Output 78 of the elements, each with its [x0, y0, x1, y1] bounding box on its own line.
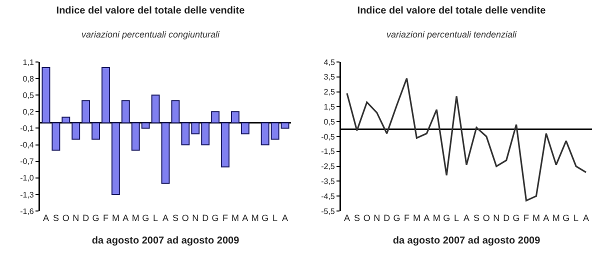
x-tick-label: N — [72, 213, 80, 223]
x-tick-label: O — [482, 213, 490, 223]
y-tick-label: 2,5 — [324, 88, 336, 97]
x-tick-label: M — [112, 213, 120, 223]
chart-title: Indice del valore del totale delle vendite — [56, 6, 246, 17]
x-tick-label: S — [52, 213, 59, 223]
chart-subtitle: variazioni percentuali tendenziali — [386, 29, 518, 40]
x-tick-label: S — [354, 213, 360, 223]
y-tick-label: 0,8 — [22, 74, 34, 84]
x-tick-label: O — [62, 213, 70, 223]
y-tick-label: -2,5 — [321, 162, 336, 172]
x-tick-label: L — [574, 213, 579, 223]
y-tick-label: -4,5 — [321, 192, 336, 201]
x-tick-label: D — [503, 213, 510, 223]
chart-title: Indice del valore del totale delle vendite — [357, 6, 546, 17]
y-tick-label: -5,5 — [321, 206, 336, 216]
x-tick-label: N — [374, 213, 380, 223]
x-tick-label: M — [412, 213, 420, 223]
y-tick-label: 1,5 — [324, 102, 336, 112]
x-tick-label: G — [393, 213, 400, 223]
x-tick-label: G — [142, 213, 150, 223]
x-axis-title: da agosto 2007 ad agosto 2009 — [392, 236, 541, 246]
x-tick-label: A — [282, 213, 288, 223]
x-tick-label: S — [172, 213, 178, 223]
x-tick-label: G — [262, 213, 269, 223]
x-tick-label: G — [562, 213, 570, 223]
x-tick-label: D — [384, 213, 391, 223]
x-tick-label: O — [182, 213, 189, 223]
x-tick-label: A — [583, 213, 590, 223]
x-tick-label: A — [344, 213, 350, 223]
x-tick-label: M — [432, 213, 440, 223]
y-tick-label: -1,5 — [321, 147, 336, 156]
y-tick-label: -1,6 — [20, 206, 34, 216]
x-tick-label: A — [162, 213, 169, 223]
x-tick-label: F — [102, 213, 109, 223]
y-tick-label: 0,2 — [22, 107, 34, 116]
y-tick-label: -1,3 — [20, 190, 34, 200]
y-tick-label: -1,0 — [20, 174, 34, 183]
x-tick-label: A — [42, 213, 49, 223]
line-series — [346, 78, 587, 202]
x-tick-label: N — [493, 213, 500, 223]
x-tick-label: F — [524, 213, 530, 223]
x-tick-label: M — [532, 213, 540, 223]
x-tick-label: G — [92, 213, 100, 223]
y-tick-label: -0,7 — [20, 157, 34, 166]
x-tick-label: G — [212, 213, 219, 223]
y-tick-label: 0,5 — [324, 117, 336, 126]
x-tick-label: M — [251, 213, 259, 223]
x-tick-label: O — [363, 213, 370, 223]
x-tick-label: A — [463, 213, 470, 223]
x-tick-label: L — [454, 213, 460, 223]
y-tick-label: 0,5 — [22, 90, 34, 100]
y-tick-label: 4,5 — [324, 58, 336, 67]
x-tick-label: M — [231, 213, 239, 223]
x-tick-label: S — [473, 213, 480, 223]
x-tick-label: N — [192, 213, 199, 223]
x-tick-label: A — [122, 213, 129, 223]
x-tick-label: D — [202, 213, 210, 223]
x-tick-label: L — [153, 213, 158, 223]
chart-subtitle: variazioni percentuali congiunturali — [81, 29, 221, 40]
y-tick-label: 3,5 — [324, 72, 336, 82]
x-tick-label: A — [424, 213, 430, 223]
x-tick-label: G — [512, 213, 520, 223]
x-tick-label: L — [272, 213, 278, 223]
x-tick-label: M — [552, 213, 560, 223]
x-tick-label: F — [404, 213, 410, 223]
y-tick-label: -0,4 — [20, 140, 34, 150]
x-tick-label: D — [82, 213, 90, 223]
y-tick-label: -0,1 — [20, 124, 34, 134]
x-tick-label: M — [132, 213, 140, 223]
x-tick-label: F — [222, 213, 229, 223]
y-tick-label: 1,1 — [22, 58, 34, 67]
x-axis-title: da agosto 2007 ad agosto 2009 — [92, 236, 240, 246]
x-tick-label: A — [543, 213, 550, 223]
x-tick-label: A — [242, 213, 248, 223]
x-tick-label: G — [443, 213, 450, 223]
y-tick-label: -0,5 — [321, 132, 336, 142]
y-tick-label: -3,5 — [321, 177, 336, 186]
